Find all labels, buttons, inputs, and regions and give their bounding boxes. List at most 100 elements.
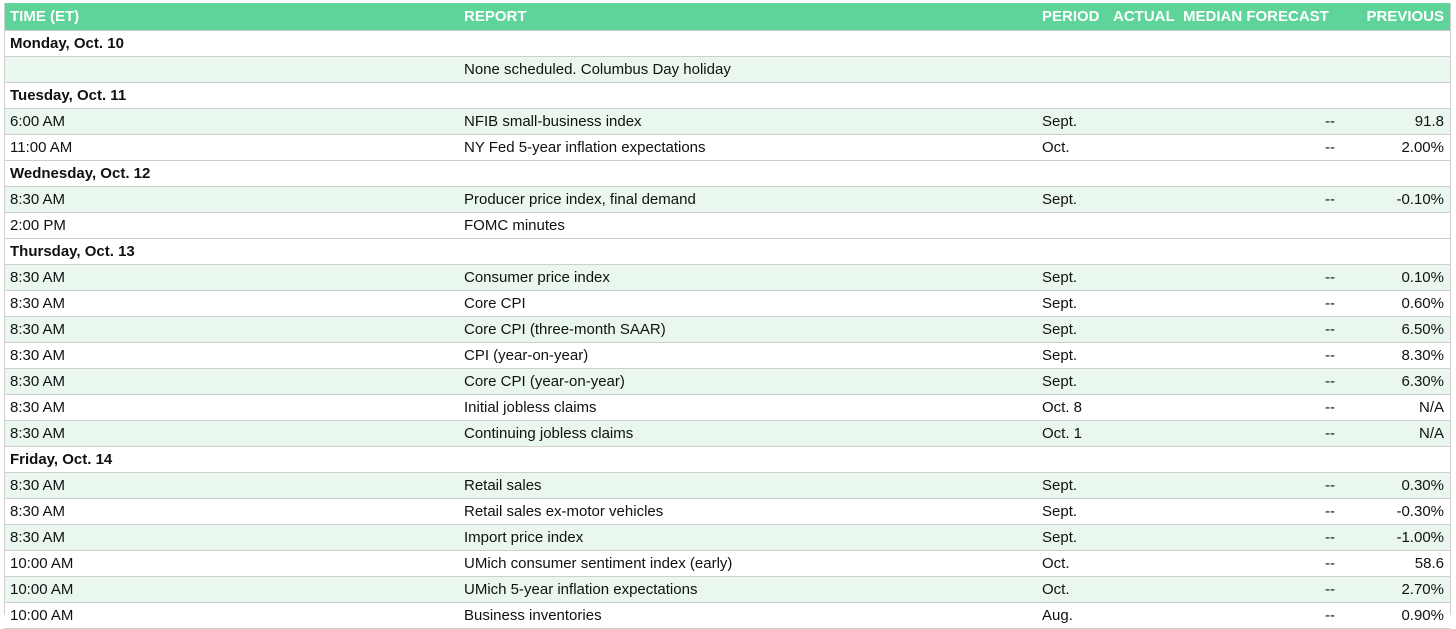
cell-actual <box>1107 134 1177 161</box>
cell-median-forecast: -- <box>1177 368 1341 395</box>
cell-median-forecast <box>1177 212 1341 239</box>
cell-period <box>1036 56 1107 83</box>
cell-previous <box>1341 212 1450 239</box>
cell-previous: 2.70% <box>1341 576 1450 603</box>
day-header-row: Tuesday, Oct. 11 <box>4 82 1450 109</box>
day-header-row: Friday, Oct. 14 <box>4 446 1450 473</box>
cell-median-forecast <box>1177 56 1341 83</box>
cell-time: 8:30 AM <box>4 498 458 525</box>
cell-previous: 6.50% <box>1341 316 1450 343</box>
cell-previous: 91.8 <box>1341 108 1450 135</box>
cell-report: Import price index <box>458 524 1036 551</box>
cell-median-forecast: -- <box>1177 550 1341 577</box>
cell-previous: 0.60% <box>1341 290 1450 317</box>
cell-time: 8:30 AM <box>4 524 458 551</box>
cell-time: 6:00 AM <box>4 108 458 135</box>
cell-previous: 6.30% <box>1341 368 1450 395</box>
cell-previous: N/A <box>1341 394 1450 421</box>
cell-period: Sept. <box>1036 316 1107 343</box>
table-row: 8:30 AM Retail sales ex-motor vehicles Sep… <box>4 498 1450 525</box>
table-row: 8:30 AM Core CPI Sept. -- 0.60% <box>4 290 1450 317</box>
cell-period: Sept. <box>1036 524 1107 551</box>
cell-time: 8:30 AM <box>4 186 458 213</box>
cell-period: Oct. 8 <box>1036 394 1107 421</box>
cell-actual <box>1107 420 1177 447</box>
header-time: TIME (ET) <box>4 3 458 31</box>
day-header-row: Monday, Oct. 10 <box>4 30 1450 57</box>
cell-time: 10:00 AM <box>4 576 458 603</box>
day-label: Friday, Oct. 14 <box>4 446 1450 473</box>
cell-median-forecast: -- <box>1177 316 1341 343</box>
calendar-table: TIME (ET) REPORT PERIOD ACTUAL MEDIAN FO… <box>4 3 1450 629</box>
cell-period: Oct. <box>1036 134 1107 161</box>
table-row: 10:00 AM UMich 5-year inflation expectati… <box>4 576 1450 603</box>
cell-median-forecast: -- <box>1177 108 1341 135</box>
cell-actual <box>1107 186 1177 213</box>
cell-period: Oct. <box>1036 550 1107 577</box>
cell-period: Sept. <box>1036 264 1107 291</box>
cell-median-forecast: -- <box>1177 264 1341 291</box>
cell-actual <box>1107 56 1177 83</box>
cell-median-forecast: -- <box>1177 472 1341 499</box>
cell-report: NY Fed 5-year inflation expectations <box>458 134 1036 161</box>
cell-period: Sept. <box>1036 368 1107 395</box>
cell-period: Sept. <box>1036 186 1107 213</box>
cell-median-forecast: -- <box>1177 290 1341 317</box>
cell-time: 8:30 AM <box>4 342 458 369</box>
table-row: 2:00 PM FOMC minutes <box>4 212 1450 239</box>
table-row: 10:00 AM UMich consumer sentiment index (… <box>4 550 1450 577</box>
cell-actual <box>1107 342 1177 369</box>
cell-time: 8:30 AM <box>4 290 458 317</box>
cell-report: None scheduled. Columbus Day holiday <box>458 56 1036 83</box>
cell-actual <box>1107 290 1177 317</box>
cell-report: UMich consumer sentiment index (early) <box>458 550 1036 577</box>
cell-period: Sept. <box>1036 108 1107 135</box>
header-previous: PREVIOUS <box>1341 3 1450 31</box>
cell-report: FOMC minutes <box>458 212 1036 239</box>
table-right-border <box>1450 3 1451 615</box>
day-label: Monday, Oct. 10 <box>4 30 1450 57</box>
table-row: 10:00 AM Business inventories Aug. -- 0.90% <box>4 602 1450 629</box>
day-header-row: Thursday, Oct. 13 <box>4 238 1450 265</box>
cell-previous: 58.6 <box>1341 550 1450 577</box>
cell-report: Retail sales <box>458 472 1036 499</box>
cell-time: 10:00 AM <box>4 550 458 577</box>
header-period: PERIOD <box>1036 3 1107 31</box>
cell-report: NFIB small-business index <box>458 108 1036 135</box>
cell-report: Core CPI (three-month SAAR) <box>458 316 1036 343</box>
cell-report: Consumer price index <box>458 264 1036 291</box>
cell-period <box>1036 212 1107 239</box>
cell-time: 8:30 AM <box>4 472 458 499</box>
table-row: 8:30 AM Initial jobless claims Oct. 8 -- N/A <box>4 394 1450 421</box>
cell-actual <box>1107 472 1177 499</box>
top-edge <box>0 0 1456 3</box>
cell-actual <box>1107 498 1177 525</box>
cell-actual <box>1107 108 1177 135</box>
table-row: 8:30 AM CPI (year-on-year) Sept. -- 8.30% <box>4 342 1450 369</box>
cell-previous: -0.30% <box>1341 498 1450 525</box>
cell-report: Business inventories <box>458 602 1036 629</box>
cell-actual <box>1107 550 1177 577</box>
cell-report: UMich 5-year inflation expectations <box>458 576 1036 603</box>
table-row: 6:00 AM NFIB small-business index Sept. -- 9… <box>4 108 1450 135</box>
cell-actual <box>1107 316 1177 343</box>
day-label: Tuesday, Oct. 11 <box>4 82 1450 109</box>
cell-time: 2:00 PM <box>4 212 458 239</box>
cell-median-forecast: -- <box>1177 342 1341 369</box>
cell-report: Core CPI (year-on-year) <box>458 368 1036 395</box>
day-label: Thursday, Oct. 13 <box>4 238 1450 265</box>
table-row: 8:30 AM Retail sales Sept. -- 0.30% <box>4 472 1450 499</box>
cell-actual <box>1107 394 1177 421</box>
cell-time: 8:30 AM <box>4 420 458 447</box>
cell-report: Continuing jobless claims <box>458 420 1036 447</box>
cell-period: Sept. <box>1036 342 1107 369</box>
cell-report: Retail sales ex-motor vehicles <box>458 498 1036 525</box>
cell-median-forecast: -- <box>1177 420 1341 447</box>
table-row: 8:30 AM Consumer price index Sept. -- 0.10% <box>4 264 1450 291</box>
cell-previous: -1.00% <box>1341 524 1450 551</box>
cell-previous: 2.00% <box>1341 134 1450 161</box>
cell-period: Aug. <box>1036 602 1107 629</box>
table-row: None scheduled. Columbus Day holiday <box>4 56 1450 83</box>
table-row: 8:30 AM Import price index Sept. -- -1.00% <box>4 524 1450 551</box>
